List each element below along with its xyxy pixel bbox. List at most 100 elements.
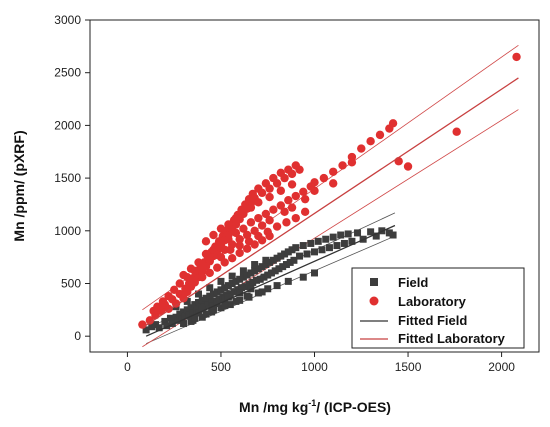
field-point xyxy=(236,289,244,297)
laboratory-point xyxy=(394,157,403,166)
field-point xyxy=(206,292,214,300)
y-tick-label: 1500 xyxy=(54,171,81,185)
field-point xyxy=(249,278,257,286)
legend: Field Laboratory Fitted Field Fitted Lab… xyxy=(351,267,525,349)
field-point xyxy=(284,248,292,256)
laboratory-point xyxy=(216,224,226,233)
field-point xyxy=(325,244,333,252)
field-point xyxy=(178,315,186,323)
laboratory-point xyxy=(257,236,267,245)
field-point xyxy=(217,286,225,294)
field-point xyxy=(189,309,197,317)
field-point xyxy=(191,301,199,309)
field-point xyxy=(292,244,300,252)
y-axis-label: Mn /ppm/ (pXRF) xyxy=(11,130,27,241)
laboratory-point xyxy=(250,240,259,249)
field-point xyxy=(195,290,203,298)
laboratory-point xyxy=(205,256,214,265)
field-point xyxy=(271,267,279,275)
y-tick-label: 1000 xyxy=(54,224,81,238)
laboratory-point xyxy=(269,205,278,214)
fitted-laboratory-line xyxy=(142,77,519,329)
field-point xyxy=(236,275,244,283)
laboratory-point xyxy=(183,272,192,282)
laboratory-point xyxy=(205,268,214,278)
laboratory-point xyxy=(287,169,297,179)
field-point xyxy=(367,228,375,236)
laboratory-point xyxy=(257,188,267,198)
legend-marker-field xyxy=(370,278,378,286)
field-point xyxy=(142,326,150,334)
x-axis-title-tail: / (ICP-OES) xyxy=(316,399,391,415)
field-point xyxy=(299,242,307,250)
laboratory-point xyxy=(261,209,271,219)
laboratory-point xyxy=(338,161,347,170)
laboratory-point xyxy=(329,179,338,188)
laboratory-point xyxy=(276,201,286,210)
y-tick-label: 500 xyxy=(61,276,81,290)
field-point xyxy=(174,316,182,324)
y-tick-label: 3000 xyxy=(54,13,81,27)
field-point xyxy=(277,252,285,260)
axes: 0 500 1000 1500 2000 0 500 1000 1500 2000 2500 3000 xyxy=(54,13,515,374)
laboratory-point xyxy=(282,218,291,227)
laboratory-point xyxy=(164,291,173,301)
laboratory-point xyxy=(512,52,521,62)
laboratory-point xyxy=(179,294,188,303)
laboratory-point xyxy=(272,179,282,188)
laboratory-point xyxy=(299,187,308,196)
field-point xyxy=(329,233,337,241)
laboratory-point xyxy=(265,192,274,202)
laboratory-point xyxy=(254,198,263,207)
field-point xyxy=(236,296,244,304)
field-point xyxy=(183,306,191,314)
field-point xyxy=(180,308,188,316)
y-tick-label: 0 xyxy=(74,329,81,343)
laboratory-point xyxy=(310,186,319,195)
laboratory-point xyxy=(357,144,366,153)
field-point xyxy=(266,258,274,266)
field-point xyxy=(264,271,272,279)
legend-label-laboratory: Laboratory xyxy=(398,294,467,309)
field-point xyxy=(191,314,199,322)
laboratory-point xyxy=(209,230,218,240)
field-point xyxy=(299,273,307,281)
laboratory-point xyxy=(319,173,329,183)
fitted-lines xyxy=(142,77,519,337)
field-point xyxy=(228,279,236,287)
field-point xyxy=(245,281,253,289)
laboratory-point xyxy=(272,222,282,231)
laboratory-point xyxy=(265,231,274,241)
field-point xyxy=(185,311,193,319)
laboratory-point xyxy=(347,158,357,167)
laboratory-point xyxy=(284,196,293,205)
field-point xyxy=(206,284,214,292)
field-point xyxy=(303,250,311,258)
field-point xyxy=(273,282,281,290)
field-point xyxy=(221,284,229,292)
field-point xyxy=(256,275,264,283)
legend-box xyxy=(351,267,525,349)
field-point xyxy=(198,296,206,304)
laboratory-point xyxy=(242,230,252,240)
field-point xyxy=(166,314,174,322)
field-point xyxy=(389,231,397,239)
field-point xyxy=(226,301,234,309)
laboratory-point xyxy=(246,203,256,212)
field-point xyxy=(148,323,156,331)
field-point xyxy=(239,267,247,275)
field-point xyxy=(254,265,262,273)
laboratory-point xyxy=(227,253,237,263)
laboratory-point xyxy=(239,224,248,233)
field-point xyxy=(284,277,292,285)
x-axis-title: Mn /mg kg-1/ (ICP-OES) xyxy=(239,398,391,415)
x-tick-label: 2000 xyxy=(488,360,515,374)
laboratory-point xyxy=(198,272,207,282)
field-point xyxy=(202,294,210,302)
field-point xyxy=(202,310,210,318)
laboratory-point xyxy=(287,180,297,189)
field-point xyxy=(241,283,249,291)
field-point xyxy=(239,273,247,281)
laboratory-point xyxy=(226,245,235,254)
field-point xyxy=(385,229,393,237)
